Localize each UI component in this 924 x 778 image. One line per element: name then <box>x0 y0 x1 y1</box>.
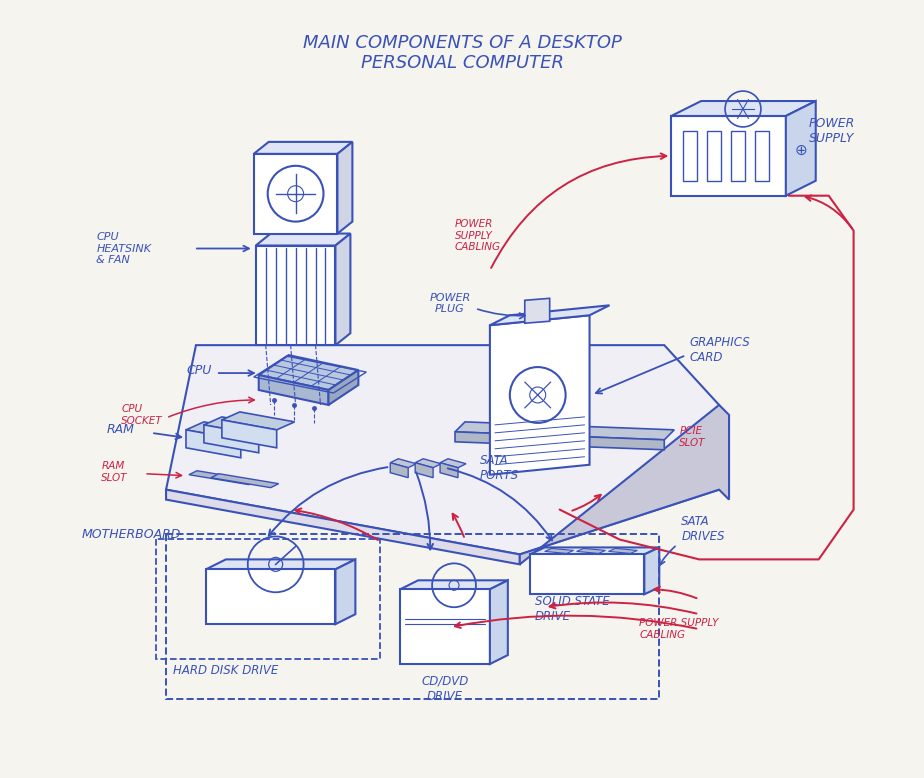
Polygon shape <box>455 422 675 440</box>
Polygon shape <box>440 463 458 478</box>
Text: SOLID STATE
DRIVE: SOLID STATE DRIVE <box>535 595 609 623</box>
Polygon shape <box>400 589 490 664</box>
Polygon shape <box>256 246 335 345</box>
Polygon shape <box>222 420 276 448</box>
Text: SATA
PORTS: SATA PORTS <box>480 454 519 482</box>
FancyArrowPatch shape <box>416 472 433 549</box>
Polygon shape <box>490 580 508 664</box>
Polygon shape <box>529 555 644 594</box>
Text: SATA
DRIVES: SATA DRIVES <box>681 516 724 544</box>
Polygon shape <box>166 345 719 555</box>
Polygon shape <box>545 548 574 553</box>
Polygon shape <box>335 233 350 345</box>
Polygon shape <box>189 471 257 485</box>
Polygon shape <box>785 101 816 196</box>
Polygon shape <box>186 422 259 440</box>
Polygon shape <box>490 315 590 475</box>
Text: POWER
PLUG: POWER PLUG <box>430 293 470 314</box>
Polygon shape <box>671 116 785 196</box>
Polygon shape <box>577 548 605 553</box>
Text: PERSONAL COMPUTER: PERSONAL COMPUTER <box>360 54 564 72</box>
Text: POWER SUPPLY
CABLING: POWER SUPPLY CABLING <box>639 619 719 640</box>
Text: PCIE
SLOT: PCIE SLOT <box>679 426 706 447</box>
Polygon shape <box>186 430 241 457</box>
Polygon shape <box>206 559 356 569</box>
FancyArrowPatch shape <box>492 153 666 268</box>
Polygon shape <box>259 355 359 390</box>
Polygon shape <box>337 142 352 233</box>
Polygon shape <box>490 305 610 325</box>
Polygon shape <box>204 417 276 435</box>
Polygon shape <box>254 154 337 233</box>
Text: POWER
SUPPLY: POWER SUPPLY <box>808 117 855 145</box>
Text: CPU
HEATSINK
& FAN: CPU HEATSINK & FAN <box>96 232 152 265</box>
Text: RAM: RAM <box>106 423 134 436</box>
Polygon shape <box>254 142 352 154</box>
Text: MAIN COMPONENTS OF A DESKTOP: MAIN COMPONENTS OF A DESKTOP <box>302 34 622 52</box>
Text: GRAPHICS
CARD: GRAPHICS CARD <box>689 336 750 364</box>
Polygon shape <box>166 489 520 564</box>
Polygon shape <box>211 474 279 488</box>
Polygon shape <box>204 425 259 453</box>
Polygon shape <box>222 412 295 430</box>
Polygon shape <box>440 459 466 468</box>
Text: MOTHERBOARD: MOTHERBOARD <box>81 528 181 541</box>
Polygon shape <box>328 370 359 405</box>
Polygon shape <box>529 548 660 555</box>
Polygon shape <box>415 459 441 468</box>
Polygon shape <box>400 580 508 589</box>
Polygon shape <box>259 375 328 405</box>
FancyArrowPatch shape <box>269 467 387 535</box>
Polygon shape <box>415 463 433 478</box>
Polygon shape <box>256 233 350 246</box>
Polygon shape <box>644 548 660 594</box>
Polygon shape <box>390 463 408 478</box>
Polygon shape <box>390 459 416 468</box>
Text: RAM
SLOT: RAM SLOT <box>102 461 128 482</box>
Text: HARD DISK DRIVE: HARD DISK DRIVE <box>173 664 278 678</box>
Polygon shape <box>525 298 550 323</box>
Polygon shape <box>335 559 356 624</box>
Polygon shape <box>609 548 638 553</box>
FancyArrowPatch shape <box>448 468 552 541</box>
Text: ⊕: ⊕ <box>795 143 808 159</box>
Text: CPU: CPU <box>186 363 212 377</box>
Polygon shape <box>455 432 664 450</box>
Text: CPU
SOCKET: CPU SOCKET <box>121 404 163 426</box>
Text: CD/DVD
DRIVE: CD/DVD DRIVE <box>421 675 468 703</box>
Polygon shape <box>671 101 816 116</box>
Polygon shape <box>206 569 335 624</box>
Polygon shape <box>520 405 729 564</box>
Text: POWER
SUPPLY
CABLING: POWER SUPPLY CABLING <box>455 219 501 252</box>
